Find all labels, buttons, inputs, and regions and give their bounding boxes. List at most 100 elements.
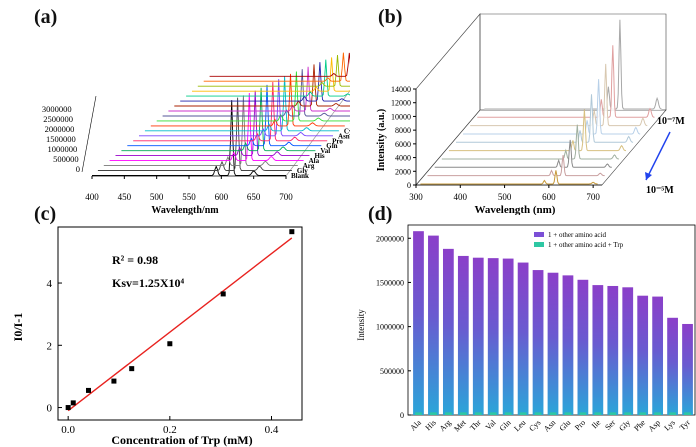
x-tick-label: Asn	[542, 418, 557, 433]
x-tick-label: 700	[279, 192, 293, 202]
series-fill	[420, 170, 598, 185]
bar-secondary	[430, 412, 437, 415]
data-point	[167, 341, 173, 347]
series-line	[448, 109, 627, 152]
series-line	[456, 94, 634, 143]
bar	[622, 287, 634, 415]
series-fill	[477, 45, 655, 119]
bar	[517, 262, 529, 415]
x-tick-label: 0.4	[265, 424, 279, 436]
y-tick-label: 14000	[391, 85, 411, 94]
series-fill	[484, 19, 662, 110]
series-label: Gly	[297, 167, 308, 175]
series-label: Arg	[303, 162, 315, 170]
x-tick-label: Arg	[438, 418, 453, 433]
y-tick-label: 4	[47, 278, 53, 290]
chart-b-depth-top: 10⁻⁷M	[657, 116, 685, 127]
x-tick-label: Asp	[647, 418, 662, 433]
data-point	[289, 229, 295, 235]
x-tick-label: Lys	[662, 418, 677, 433]
chart-a-yaxis	[81, 95, 97, 173]
data-point	[220, 291, 226, 297]
bar-secondary	[459, 412, 467, 415]
y-tick-label: 0	[47, 403, 53, 415]
chart-c-xlabel: Concentration of Trp (mM)	[111, 433, 252, 447]
legend-label-b: 1 + other amino acid + Trp	[548, 241, 624, 249]
series-label: Blank	[291, 172, 309, 180]
x-tick-label: Cys	[527, 418, 542, 433]
x-tick-label: 600	[215, 192, 229, 202]
bar	[562, 275, 574, 415]
y-tick-label: 3000000	[42, 104, 72, 114]
bar	[577, 279, 589, 415]
chart-b-depth-arrow	[645, 131, 671, 181]
x-tick-label: Ser	[603, 418, 617, 432]
data-point	[86, 387, 91, 393]
series-line	[92, 100, 286, 176]
series-line	[97, 97, 292, 171]
x-tick-label: 650	[247, 192, 261, 202]
bar-secondary	[624, 412, 632, 415]
chart-b-xlabel: Wavelength (nm)	[475, 204, 556, 215]
chart-b-ylabel: Intensity (a.u.)	[376, 109, 387, 172]
chart-b-depth-bottom: 10⁻⁵M	[646, 185, 674, 196]
x-tick-label: Pro	[573, 418, 587, 432]
data-point	[129, 366, 135, 372]
y-tick-label: 2000000	[376, 234, 404, 243]
series-line	[144, 76, 339, 132]
bar-secondary	[444, 412, 452, 415]
fit-line	[67, 237, 293, 412]
series-line	[484, 19, 662, 110]
series-line	[420, 170, 598, 185]
series-line	[463, 79, 641, 135]
series-label: His	[315, 152, 325, 160]
x-tick-label: Met	[452, 418, 468, 434]
panel-a-label: (a)	[34, 6, 58, 28]
x-tick-label: 550	[182, 192, 196, 202]
bar-secondary	[594, 412, 602, 415]
bar	[682, 323, 693, 415]
y-tick-label: 500000	[380, 367, 404, 376]
x-tick-label: 700	[586, 192, 600, 202]
series-line	[162, 69, 350, 117]
series-line	[156, 71, 350, 122]
series-line	[133, 81, 328, 142]
chart-d-legend: 1 + other amino acid 1 + other amino aci…	[534, 231, 624, 249]
bar	[592, 285, 604, 415]
chart-d-ylabel: Intensity	[356, 309, 366, 341]
y-tick-label: 2000000	[45, 124, 75, 134]
y-tick-label: 0	[407, 181, 411, 190]
chart-a-xlabel: Wavelength/nm	[151, 205, 219, 215]
x-tick-label: Gly	[617, 418, 632, 433]
bar-secondary	[609, 412, 617, 415]
bar	[472, 257, 484, 415]
panel-c-label: (c)	[34, 203, 57, 225]
bar-secondary	[684, 412, 691, 415]
bar	[442, 248, 454, 415]
series-label: Pro	[332, 137, 343, 145]
x-tick-label: 0.0	[61, 424, 75, 436]
bar	[413, 231, 424, 415]
chart-c-frame	[57, 226, 303, 421]
panel-d-label: (d)	[368, 203, 393, 225]
series-line	[139, 79, 333, 137]
data-point	[70, 400, 76, 406]
x-tick-label: His	[424, 418, 438, 432]
y-tick-label: 1500000	[46, 134, 76, 144]
chart-b-depth-arrowhead	[645, 172, 652, 180]
y-tick-label: 2500000	[43, 114, 73, 124]
x-tick-label: 0.2	[163, 424, 177, 436]
bar	[532, 270, 544, 415]
y-tick-label: 2	[47, 340, 53, 352]
bar-secondary	[639, 412, 647, 415]
legend-swatch-a	[534, 232, 544, 237]
bar	[487, 258, 499, 415]
chart-c-annotation-ksv: Ksv=1.25X10⁴	[112, 276, 185, 290]
chart-a-back-frame	[285, 90, 350, 177]
bar-secondary	[534, 412, 542, 415]
y-tick-label: 10000	[391, 112, 411, 121]
bar	[502, 258, 514, 415]
data-point	[65, 405, 71, 411]
chart-c-ylabel: I0/I-1	[11, 313, 25, 342]
bar	[607, 285, 619, 415]
